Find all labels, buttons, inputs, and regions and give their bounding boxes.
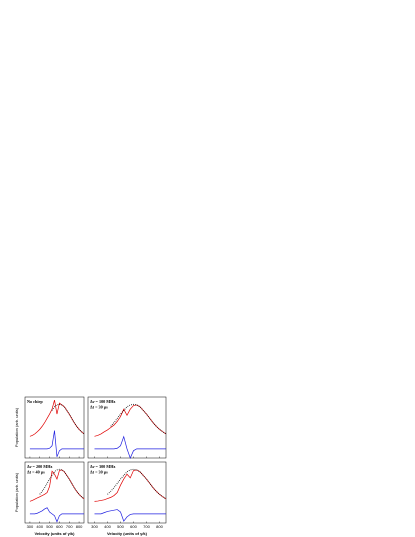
x-axis-label: Velocity (units of γ/k) xyxy=(34,531,75,536)
x-tick-label: 400 xyxy=(104,524,111,529)
annotation: Δν = 100 MHz xyxy=(90,399,116,404)
plot-frame xyxy=(24,396,85,459)
data-line xyxy=(29,469,85,502)
annotation: Δν = 200 MHz xyxy=(27,464,53,469)
data-line xyxy=(107,468,167,500)
annotation: Δt = 40 μs xyxy=(27,469,45,474)
x-tick-label: 800 xyxy=(76,524,83,529)
x-tick-label: 800 xyxy=(156,524,163,529)
x-tick-label: 600 xyxy=(56,524,63,529)
plot-frame xyxy=(87,396,167,459)
data-line xyxy=(94,404,167,437)
x-tick-label: 700 xyxy=(66,524,73,529)
annotation: Δt = 30 μs xyxy=(90,404,108,409)
data-line xyxy=(94,469,167,502)
x-tick-label: 700 xyxy=(143,524,150,529)
data-line xyxy=(29,399,85,437)
data-line xyxy=(110,403,167,435)
data-line xyxy=(94,509,166,522)
x-tick-label: 600 xyxy=(130,524,137,529)
annotation: Δν = 300 MHz xyxy=(90,464,116,469)
x-tick-label: 400 xyxy=(36,524,43,529)
data-line xyxy=(29,507,84,523)
plot-frame xyxy=(24,461,85,524)
annotation: No chirp xyxy=(27,399,43,404)
y-axis-label: Population (arb. units) xyxy=(14,472,19,512)
x-tick-label: 300 xyxy=(27,524,34,529)
data-line xyxy=(51,403,85,435)
annotation: Δt = 30 μs xyxy=(90,469,108,474)
plot-frame xyxy=(87,461,167,524)
x-tick-label: 300 xyxy=(91,524,98,529)
data-line xyxy=(29,430,84,457)
x-axis-label: Velocity (units of γ/k) xyxy=(107,531,148,536)
data-line xyxy=(39,468,85,500)
x-tick-label: 500 xyxy=(46,524,53,529)
data-line xyxy=(94,435,166,459)
x-tick-label: 500 xyxy=(117,524,124,529)
y-axis-label: Population (arb. units) xyxy=(14,407,19,447)
